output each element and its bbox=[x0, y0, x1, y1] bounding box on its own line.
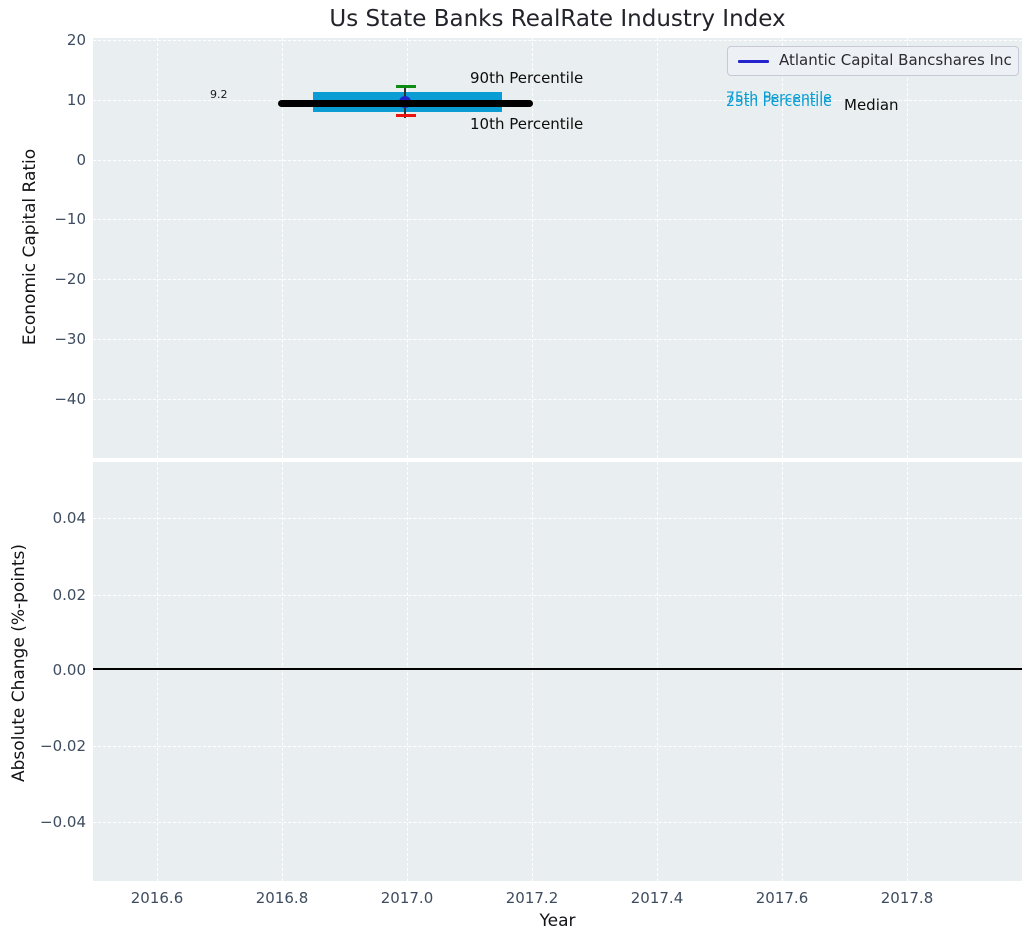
annotation-25th-percentile: 25th Percentile bbox=[726, 94, 832, 110]
gridline bbox=[93, 279, 1022, 280]
y-tick-label: −40 bbox=[54, 390, 86, 408]
zero-change-line bbox=[93, 668, 1022, 670]
gridline bbox=[93, 40, 1022, 41]
annotation-75th-percentile: 75th Percentile bbox=[726, 90, 832, 106]
x-axis-label: Year bbox=[539, 911, 576, 931]
median-line bbox=[278, 100, 533, 107]
y-tick-label: −10 bbox=[54, 210, 86, 228]
gridline bbox=[782, 462, 783, 881]
y-tick-label: −20 bbox=[54, 270, 86, 288]
annotation-90th-percentile: 90th Percentile bbox=[470, 69, 584, 87]
legend-label: Atlantic Capital Bancshares Inc bbox=[779, 51, 1012, 69]
x-tick-label: 2017.8 bbox=[880, 889, 934, 907]
y-tick-label: 0.02 bbox=[52, 586, 86, 604]
gridline bbox=[782, 38, 783, 458]
p90-cap bbox=[396, 85, 416, 88]
gridline bbox=[157, 38, 158, 458]
gridline bbox=[407, 462, 408, 881]
annotation-10th-percentile: 10th Percentile bbox=[470, 115, 584, 133]
gridline bbox=[93, 219, 1022, 220]
x-tick-label: 2016.6 bbox=[130, 889, 184, 907]
bottom-plot-area bbox=[93, 462, 1022, 881]
y-tick-label: 20 bbox=[66, 31, 86, 49]
gridline bbox=[282, 462, 283, 881]
y-tick-label: 0 bbox=[76, 151, 86, 169]
gridline bbox=[532, 462, 533, 881]
y-tick-label: 10 bbox=[66, 91, 86, 109]
annotation-median: Median bbox=[844, 96, 899, 114]
x-tick-label: 2017.6 bbox=[755, 889, 809, 907]
gridline bbox=[93, 399, 1022, 400]
y-tick-label: −30 bbox=[54, 330, 86, 348]
gridline bbox=[93, 339, 1022, 340]
gridline bbox=[93, 822, 1022, 823]
gridline bbox=[157, 462, 158, 881]
y-tick-label: 0.00 bbox=[52, 661, 86, 679]
y-tick-label: −0.02 bbox=[40, 737, 86, 755]
gridline bbox=[907, 462, 908, 881]
gridline bbox=[282, 38, 283, 458]
y-tick-label: −0.04 bbox=[40, 813, 86, 831]
x-tick-label: 2017.0 bbox=[380, 889, 434, 907]
gridline bbox=[657, 462, 658, 881]
x-tick-label: 2017.2 bbox=[505, 889, 559, 907]
x-tick-label: 2017.4 bbox=[630, 889, 684, 907]
chart-title: Us State Banks RealRate Industry Index bbox=[329, 6, 786, 32]
gridline bbox=[93, 160, 1022, 161]
gridline bbox=[93, 518, 1022, 519]
legend-box: Atlantic Capital Bancshares Inc bbox=[727, 46, 1019, 76]
p10-cap bbox=[396, 114, 416, 117]
y-tick-label: 0.04 bbox=[52, 509, 86, 527]
gridline bbox=[93, 595, 1022, 596]
top-plot-area bbox=[93, 38, 1022, 458]
gridline bbox=[93, 100, 1022, 101]
gridline bbox=[532, 38, 533, 458]
bottom-y-axis-label: Absolute Change (%-points) bbox=[9, 544, 29, 782]
gridline bbox=[907, 38, 908, 458]
annotation-median-value: 9.2 bbox=[210, 88, 228, 101]
gridline bbox=[93, 746, 1022, 747]
legend-line-sample bbox=[738, 60, 769, 63]
gridline bbox=[657, 38, 658, 458]
top-y-axis-label: Economic Capital Ratio bbox=[20, 148, 40, 346]
gridline bbox=[407, 38, 408, 458]
x-tick-label: 2016.8 bbox=[255, 889, 309, 907]
